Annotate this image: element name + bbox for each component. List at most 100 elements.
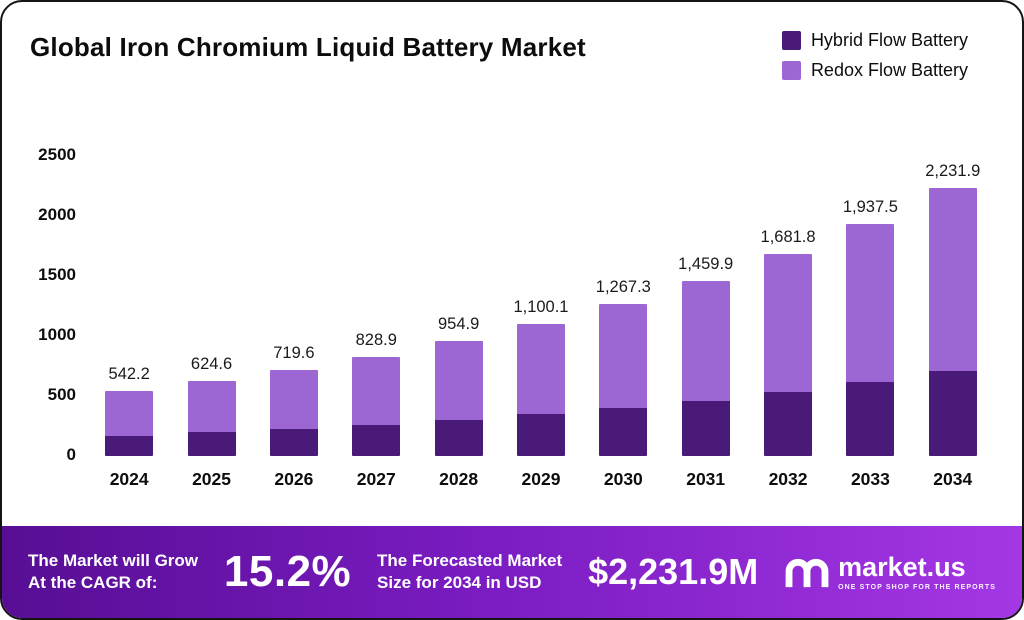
legend-swatch-redox bbox=[781, 61, 801, 80]
bar-value-label: 719.6 bbox=[273, 343, 315, 362]
marketus-logo: market.us ONE STOP SHOP FOR THE REPORTS bbox=[784, 551, 996, 591]
bar-segment-hybrid bbox=[599, 408, 648, 456]
marketus-logo-icon bbox=[785, 558, 829, 588]
bar-segment-redox bbox=[681, 280, 730, 401]
legend-item-hybrid: Hybrid Flow Battery bbox=[781, 30, 968, 51]
forecast-value: $2,231.9M bbox=[588, 551, 759, 592]
bar-segment-hybrid bbox=[105, 435, 154, 456]
bar-column: 1,937.5 bbox=[829, 198, 911, 456]
bar-value-label: 1,937.5 bbox=[842, 197, 898, 216]
bar-segment-redox bbox=[928, 188, 977, 372]
y-axis-tick-label: 2000 bbox=[38, 205, 76, 224]
bar-stack bbox=[269, 369, 318, 456]
bar-stack bbox=[516, 324, 565, 456]
x-axis-label: 2031 bbox=[686, 469, 726, 489]
bars-container: 542.2 624.6 719.6 828.9 954.9 1,100.1 1,267.3 1… bbox=[88, 111, 994, 456]
bar-segment-redox bbox=[187, 381, 236, 433]
bar-column: 1,267.3 bbox=[582, 278, 664, 456]
bar-segment-redox bbox=[599, 303, 648, 408]
bar-stack bbox=[187, 381, 236, 456]
forecast-caption-line2: Size for 2034 in USD bbox=[377, 573, 542, 592]
bar-stack bbox=[846, 223, 895, 456]
bar-stack bbox=[105, 390, 154, 456]
bar-value-label: 1,267.3 bbox=[595, 277, 651, 296]
x-axis-label: 2026 bbox=[274, 469, 314, 489]
bar-segment-redox bbox=[269, 369, 318, 429]
bar-segment-hybrid bbox=[681, 400, 730, 456]
x-axis-label: 2032 bbox=[768, 469, 808, 489]
chart-title: Global Iron Chromium Liquid Battery Mark… bbox=[30, 32, 586, 62]
bar-value-label: 828.9 bbox=[355, 330, 397, 349]
chart-section: Global Iron Chromium Liquid Battery Mark… bbox=[2, 2, 1022, 526]
x-axis-label: 2027 bbox=[356, 469, 396, 489]
x-axis-labels: 2024 2025 2026 2027 2028 2029 2030 2031 2032 2033… bbox=[88, 469, 994, 490]
cagr-value: 15.2% bbox=[223, 547, 352, 596]
bar-segment-hybrid bbox=[187, 432, 236, 456]
bar-segment-hybrid bbox=[434, 419, 483, 456]
bar-segment-hybrid bbox=[928, 371, 977, 456]
bar-value-label: 2,231.9 bbox=[925, 162, 981, 181]
bar-column: 2,231.9 bbox=[912, 162, 994, 456]
plot-area: 0 500 1000 1500 2000 2500 542.2 624.6 719.6 828.… bbox=[30, 111, 994, 464]
cagr-caption-line2: At the CAGR of: bbox=[28, 573, 158, 592]
y-axis-tick-label: 2500 bbox=[38, 145, 76, 164]
x-axis-spacer bbox=[30, 469, 88, 490]
bar-value-label: 542.2 bbox=[108, 364, 150, 383]
bar-segment-hybrid bbox=[846, 382, 895, 456]
marketus-logo-name: market.us bbox=[838, 551, 966, 582]
cagr-caption: The Market will Grow At the CAGR of: bbox=[28, 550, 198, 594]
bar-segment-redox bbox=[516, 324, 565, 415]
x-axis-label: 2028 bbox=[439, 469, 479, 489]
legend-label: Redox Flow Battery bbox=[810, 60, 968, 80]
bar-column: 828.9 bbox=[335, 331, 417, 456]
bar-stack bbox=[764, 254, 813, 456]
bar-value-label: 1,100.1 bbox=[513, 298, 569, 317]
x-axis-label: 2029 bbox=[521, 469, 561, 489]
bar-column: 624.6 bbox=[170, 355, 252, 456]
bar-segment-redox bbox=[764, 254, 813, 393]
x-axis-label: 2030 bbox=[603, 469, 643, 489]
bar-column: 1,681.8 bbox=[747, 228, 829, 456]
x-axis-label: 2025 bbox=[192, 469, 231, 489]
legend-item-redox: Redox Flow Battery bbox=[781, 60, 968, 81]
y-axis-tick-label: 0 bbox=[66, 445, 76, 464]
bar-segment-redox bbox=[352, 356, 401, 425]
bar-stack bbox=[434, 341, 483, 456]
bar-value-label: 1,681.8 bbox=[760, 228, 816, 247]
bar-stack bbox=[681, 280, 730, 456]
chart-header: Global Iron Chromium Liquid Battery Mark… bbox=[30, 26, 994, 81]
marketus-logo-text-block: market.us ONE STOP SHOP FOR THE REPORTS bbox=[838, 551, 996, 591]
y-axis-tick-label: 1000 bbox=[38, 325, 76, 344]
bar-value-label: 624.6 bbox=[190, 355, 233, 374]
forecast-caption: The Forecasted Market Size for 2034 in U… bbox=[377, 550, 562, 594]
bar-stack bbox=[599, 303, 648, 456]
x-axis-label: 2034 bbox=[933, 469, 973, 489]
bar-column: 719.6 bbox=[253, 344, 335, 456]
bar-column: 1,459.9 bbox=[665, 255, 747, 456]
x-axis: 2024 2025 2026 2027 2028 2029 2030 2031 2032 2033… bbox=[30, 469, 994, 490]
bar-segment-hybrid bbox=[269, 428, 318, 456]
legend-label: Hybrid Flow Battery bbox=[810, 30, 968, 50]
bar-column: 1,100.1 bbox=[500, 298, 582, 456]
bar-segment-redox bbox=[434, 341, 483, 420]
cagr-caption-line1: The Market will Grow bbox=[28, 550, 199, 570]
legend-swatch-hybrid bbox=[781, 31, 801, 50]
y-axis-tick-label: 1500 bbox=[38, 265, 76, 284]
bar-stack bbox=[928, 188, 977, 456]
bar-value-label: 954.9 bbox=[437, 315, 480, 334]
forecast-caption-line1: The Forecasted Market bbox=[377, 550, 563, 570]
bar-column: 954.9 bbox=[417, 315, 499, 456]
y-axis: 0 500 1000 1500 2000 2500 bbox=[30, 145, 88, 464]
bar-column: 542.2 bbox=[88, 365, 170, 456]
bar-segment-hybrid bbox=[352, 424, 401, 456]
bottom-banner: The Market will Grow At the CAGR of: 15.… bbox=[2, 526, 1022, 618]
legend: Hybrid Flow Battery Redox Flow Battery bbox=[781, 26, 994, 81]
bar-segment-hybrid bbox=[764, 392, 813, 456]
bar-segment-redox bbox=[105, 390, 154, 436]
bar-stack bbox=[352, 356, 401, 456]
bar-value-label: 1,459.9 bbox=[678, 254, 734, 273]
x-axis-label: 2033 bbox=[850, 469, 890, 489]
marketus-logo-tagline: ONE STOP SHOP FOR THE REPORTS bbox=[838, 583, 996, 591]
bar-segment-hybrid bbox=[516, 414, 565, 456]
